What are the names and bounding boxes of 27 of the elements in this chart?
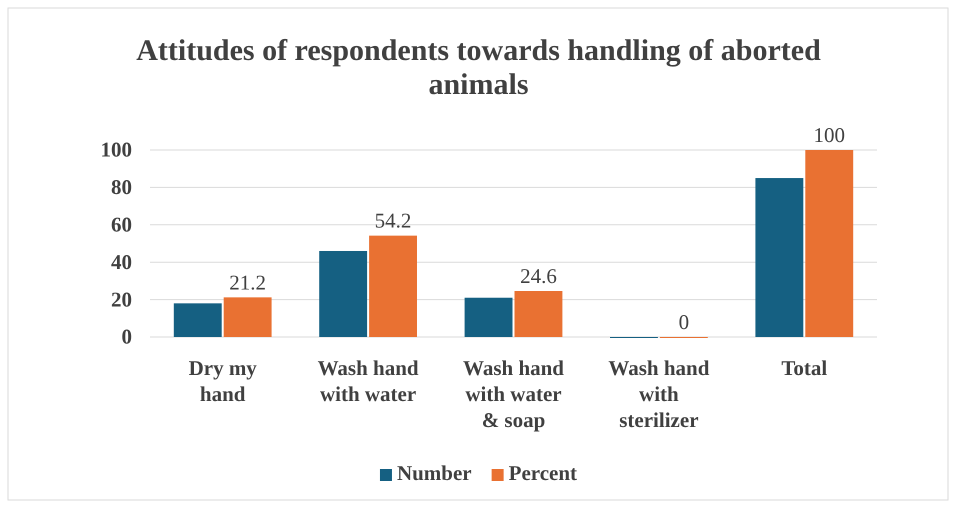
y-tick-label: 60 [111, 212, 132, 237]
y-tick-label: 20 [111, 287, 132, 312]
x-tick-label: Wash hand with water [318, 356, 419, 406]
bar [514, 291, 562, 337]
data-label: 24.6 [520, 264, 557, 288]
bar [755, 178, 804, 337]
y-tick-label: 100 [100, 138, 132, 162]
chart-title: Attitudes of respondents towards handling of aborted animals [136, 34, 822, 101]
bar [319, 250, 368, 337]
bar [224, 297, 272, 337]
y-tick-label: 0 [122, 324, 132, 349]
x-tick-label: Total [781, 356, 828, 380]
bar [174, 303, 222, 337]
legend-label: Number [396, 461, 472, 485]
data-label: 21.2 [229, 270, 266, 294]
y-tick-label: 40 [111, 250, 132, 274]
bar [464, 298, 513, 337]
data-label: 54.2 [374, 208, 412, 233]
data-label: 0 [678, 310, 690, 334]
data-label: 100 [813, 123, 845, 147]
bar [805, 150, 854, 337]
y-tick-label: 80 [111, 175, 132, 200]
bar [369, 236, 417, 337]
x-tick-label: Wash hand with water & soap [463, 356, 564, 432]
x-tick-label: Wash hand with sterilizer [608, 356, 710, 432]
legend-label: Percent [508, 461, 578, 485]
x-tick-label: Dry my hand [188, 356, 258, 406]
